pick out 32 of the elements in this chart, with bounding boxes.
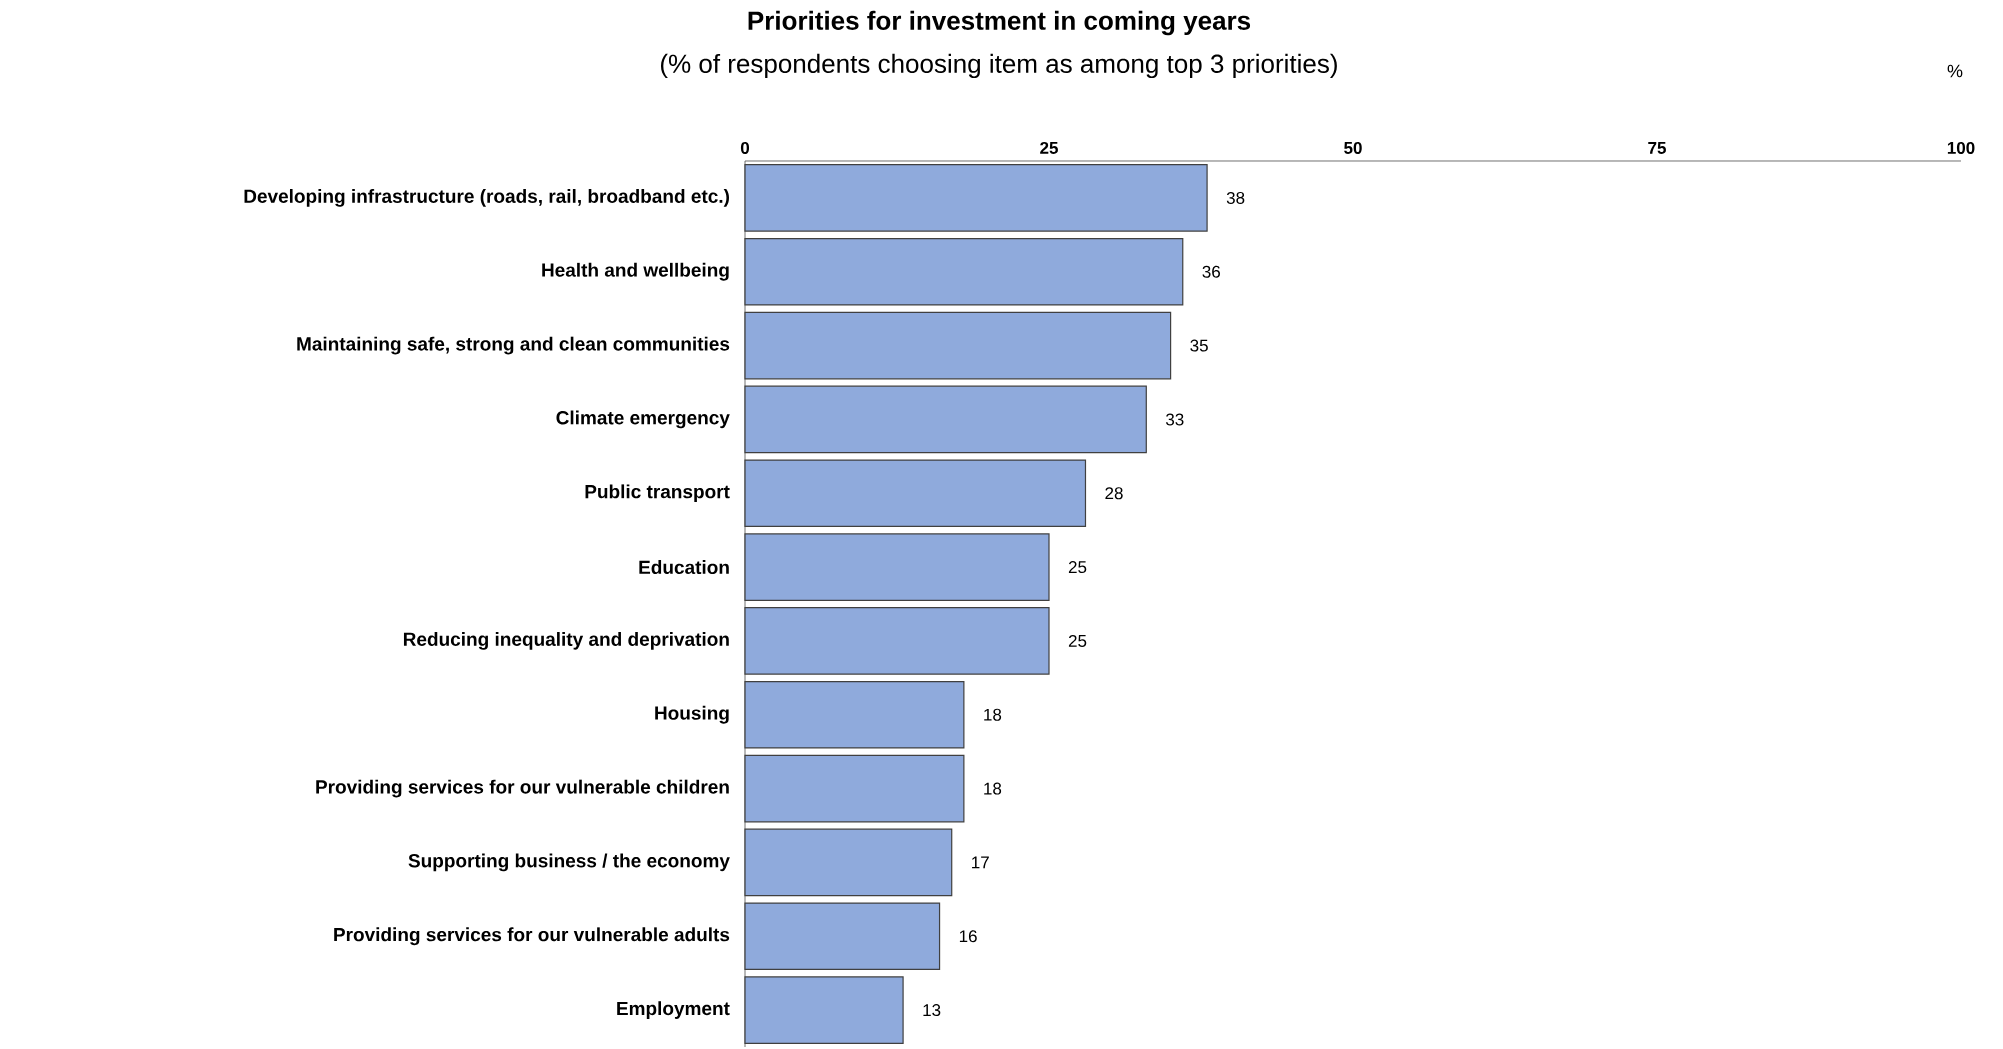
y-tick-label: Reducing inequality and deprivation xyxy=(403,632,729,650)
data-label: 18 xyxy=(984,708,1002,721)
data-label: 16 xyxy=(959,930,977,943)
y-tick-label: Providing services for our vulnerable adults xyxy=(334,927,730,946)
y-tick-label: Education xyxy=(639,560,729,575)
data-label: 18 xyxy=(984,782,1002,795)
data-label: 25 xyxy=(1068,561,1087,574)
y-tick-label: Employment xyxy=(617,1001,730,1019)
x-axis-title: % xyxy=(1947,64,1963,78)
x-tick-label: 75 xyxy=(1648,142,1666,154)
data-label: 28 xyxy=(1105,487,1123,500)
chart-subtitle: (% of respondents choosing item as among top 3 priorities) xyxy=(660,53,1337,79)
data-label: 33 xyxy=(1166,413,1184,426)
x-tick-label: 100 xyxy=(1947,141,1975,154)
data-label: 13 xyxy=(923,1004,941,1017)
data-label: 25 xyxy=(1068,634,1087,647)
data-label: 38 xyxy=(1226,191,1245,204)
x-tick-label: 50 xyxy=(1344,141,1362,154)
y-tick-label: Public transport xyxy=(585,484,730,503)
y-tick-label: Supporting business / the economy xyxy=(408,853,730,872)
data-label: 35 xyxy=(1190,339,1208,352)
x-tick-label: 25 xyxy=(1040,141,1058,154)
y-tick-label: Health and wellbeing xyxy=(542,262,729,281)
y-tick-label: Housing xyxy=(655,705,729,724)
data-label: 36 xyxy=(1202,265,1220,278)
y-tick-label: Climate emergency xyxy=(556,410,730,429)
y-tick-label: Developing infrastructure (roads, rail, broadband etc.) xyxy=(244,189,730,207)
chart-title: Priorities for investment in coming years xyxy=(748,10,1251,36)
data-label: 17 xyxy=(972,856,989,869)
y-tick-label: Maintaining safe, strong and clean communities xyxy=(297,336,730,355)
y-tick-label: Providing services for our vulnerable children xyxy=(316,779,729,798)
x-tick-label: 0 xyxy=(740,141,750,154)
